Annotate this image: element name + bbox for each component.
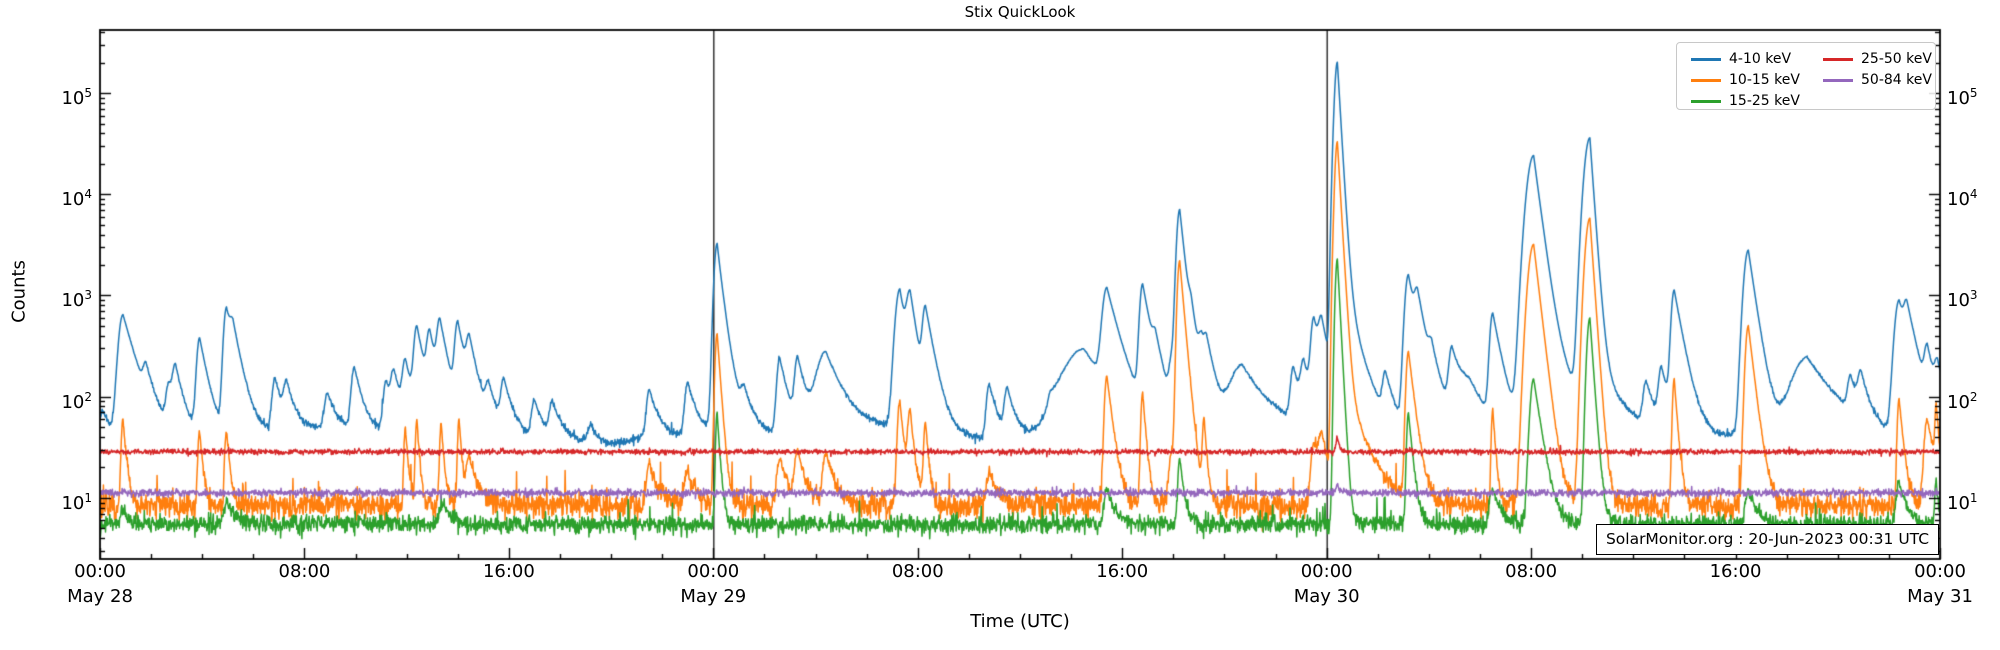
x-tick-label: 16:00 — [1709, 561, 1762, 582]
legend: 4-10 keV 10-15 keV 15-25 keV 25-50 keV 50-84… — [1676, 42, 1936, 110]
legend-line-sample — [1691, 100, 1721, 103]
y-tick-label-left: 103 — [61, 288, 92, 312]
x-date-label: May 30 — [1293, 586, 1360, 607]
x-tick-label: 00:00 — [687, 561, 740, 582]
x-date-label: May 28 — [67, 586, 133, 607]
x-tick-label: 08:00 — [891, 561, 944, 582]
y-tick-label-right: 104 — [1947, 187, 1978, 211]
y-tick-label-left: 104 — [61, 187, 92, 211]
legend-line-sample — [1823, 58, 1853, 61]
legend-line-sample — [1691, 79, 1721, 82]
x-tick-label: 00:00 — [74, 561, 126, 582]
legend-label: 50-84 keV — [1861, 72, 1932, 88]
legend-line-sample — [1691, 58, 1721, 61]
x-date-label: May 31 — [1907, 586, 1973, 607]
y-tick-label-right: 105 — [1947, 86, 1978, 110]
y-tick-label-left: 105 — [61, 86, 92, 110]
x-axis-title: Time (UTC) — [970, 611, 1070, 632]
legend-label: 15-25 keV — [1729, 93, 1800, 109]
y-tick-label-right: 103 — [1947, 288, 1978, 312]
y-tick-label-right: 101 — [1947, 490, 1978, 514]
x-tick-label: 00:00 — [1300, 561, 1353, 582]
y-tick-label-left: 101 — [61, 490, 92, 514]
legend-label: 25-50 keV — [1861, 51, 1932, 67]
y-tick-label-right: 102 — [1947, 389, 1978, 413]
x-date-label: May 29 — [680, 586, 747, 607]
x-tick-label: 16:00 — [1096, 561, 1149, 582]
watermark-annotation: SolarMonitor.org : 20-Jun-2023 00:31 UTC — [1596, 524, 1939, 555]
y-tick-label-left: 102 — [61, 389, 92, 413]
y-axis-title: Counts — [8, 260, 30, 323]
legend-label: 10-15 keV — [1729, 72, 1800, 88]
x-tick-label: 08:00 — [278, 561, 331, 582]
legend-label: 4-10 keV — [1729, 51, 1792, 67]
chart-title: Stix QuickLook — [964, 3, 1076, 21]
legend-line-sample — [1823, 79, 1853, 82]
x-tick-label: 16:00 — [482, 561, 535, 582]
x-tick-label: 00:00 — [1914, 561, 1966, 582]
x-tick-label: 08:00 — [1505, 561, 1558, 582]
